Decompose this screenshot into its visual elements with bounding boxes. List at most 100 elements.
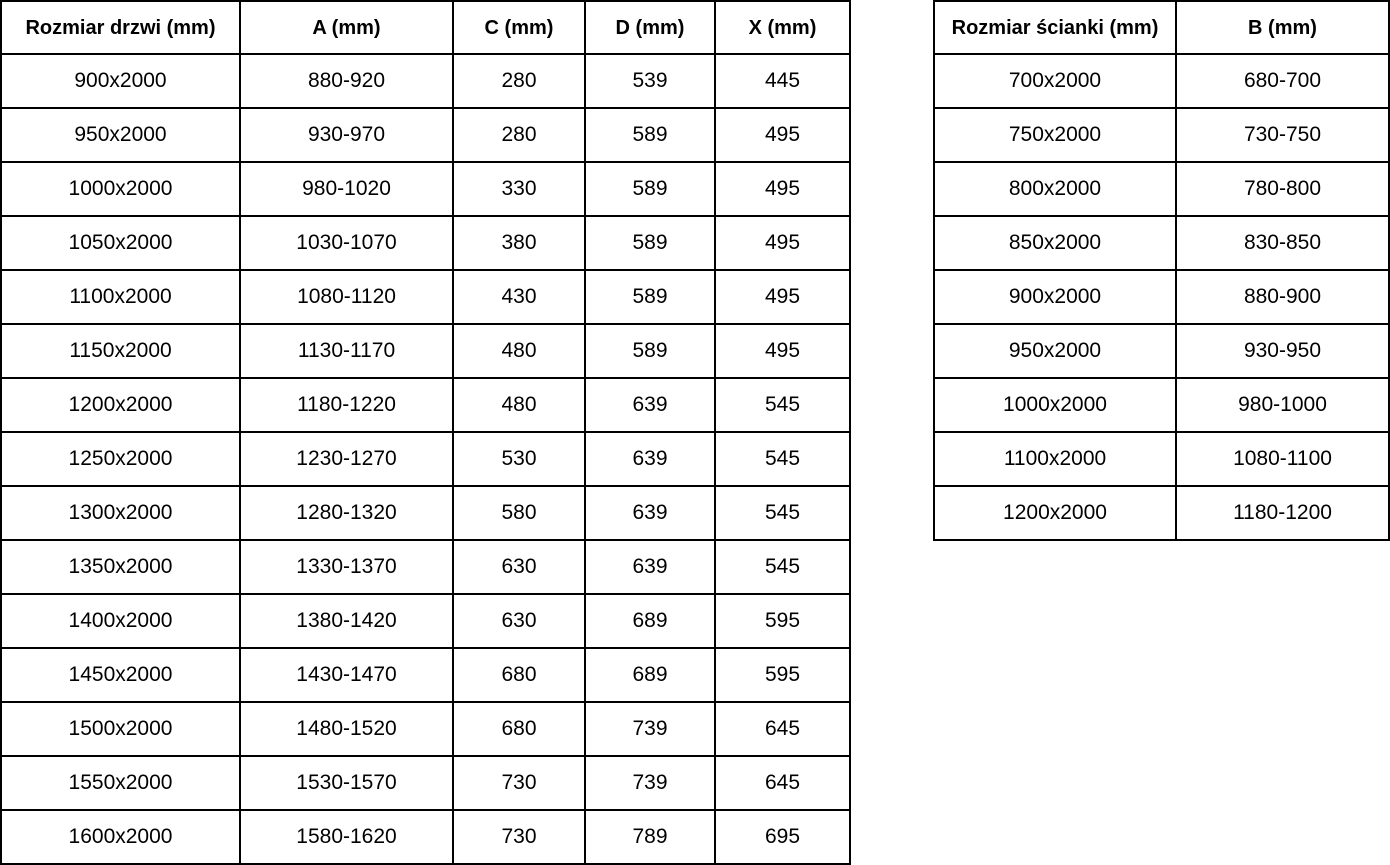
cell-wall-size: 950x2000 [933, 323, 1177, 379]
cell-x: 495 [714, 107, 851, 163]
cell-d: 589 [584, 269, 716, 325]
cell-c: 530 [452, 431, 586, 487]
cell-door-size: 1100x2000 [0, 269, 241, 325]
table-row: 700x2000 680-700 [933, 53, 1390, 109]
cell-wall-size: 850x2000 [933, 215, 1177, 271]
cell-a: 1230-1270 [239, 431, 454, 487]
cell-door-size: 950x2000 [0, 107, 241, 163]
cell-c: 380 [452, 215, 586, 271]
cell-a: 1030-1070 [239, 215, 454, 271]
cell-c: 280 [452, 53, 586, 109]
cell-x: 545 [714, 539, 851, 595]
cell-x: 495 [714, 269, 851, 325]
cell-x: 545 [714, 431, 851, 487]
table-row: 1250x2000 1230-1270 530 639 545 [0, 431, 851, 487]
table-row: 1600x2000 1580-1620 730 789 695 [0, 809, 851, 865]
cell-x: 495 [714, 323, 851, 379]
door-table-body: 900x2000 880-920 280 539 445 950x2000 930-970 2… [0, 53, 851, 865]
cell-c: 330 [452, 161, 586, 217]
cell-d: 539 [584, 53, 716, 109]
cell-d: 739 [584, 755, 716, 811]
cell-a: 880-920 [239, 53, 454, 109]
cell-a: 930-970 [239, 107, 454, 163]
cell-x: 545 [714, 485, 851, 541]
cell-x: 545 [714, 377, 851, 433]
cell-d: 689 [584, 647, 716, 703]
table-row: 950x2000 930-970 280 589 495 [0, 107, 851, 163]
cell-d: 789 [584, 809, 716, 865]
cell-x: 645 [714, 701, 851, 757]
cell-wall-size: 1100x2000 [933, 431, 1177, 487]
cell-wall-size: 900x2000 [933, 269, 1177, 325]
cell-a: 1530-1570 [239, 755, 454, 811]
cell-b: 780-800 [1175, 161, 1390, 217]
table-row: 1200x2000 1180-1200 [933, 485, 1390, 541]
table-row: 1150x2000 1130-1170 480 589 495 [0, 323, 851, 379]
cell-d: 739 [584, 701, 716, 757]
table-row: 750x2000 730-750 [933, 107, 1390, 163]
table-row: 1300x2000 1280-1320 580 639 545 [0, 485, 851, 541]
cell-wall-size: 1000x2000 [933, 377, 1177, 433]
cell-door-size: 900x2000 [0, 53, 241, 109]
cell-wall-size: 750x2000 [933, 107, 1177, 163]
column-header-b: B (mm) [1175, 0, 1390, 55]
cell-b: 930-950 [1175, 323, 1390, 379]
cell-x: 495 [714, 215, 851, 271]
cell-door-size: 1600x2000 [0, 809, 241, 865]
door-table-header: Rozmiar drzwi (mm) A (mm) C (mm) D (mm) … [0, 0, 851, 55]
cell-door-size: 1300x2000 [0, 485, 241, 541]
cell-d: 589 [584, 323, 716, 379]
cell-a: 1480-1520 [239, 701, 454, 757]
table-row: 1100x2000 1080-1120 430 589 495 [0, 269, 851, 325]
table-row: 1450x2000 1430-1470 680 689 595 [0, 647, 851, 703]
wall-table-header: Rozmiar ścianki (mm) B (mm) [933, 0, 1390, 55]
table-row: 1200x2000 1180-1220 480 639 545 [0, 377, 851, 433]
cell-d: 639 [584, 539, 716, 595]
cell-door-size: 1000x2000 [0, 161, 241, 217]
cell-wall-size: 800x2000 [933, 161, 1177, 217]
cell-door-size: 1250x2000 [0, 431, 241, 487]
cell-door-size: 1500x2000 [0, 701, 241, 757]
table-row: 950x2000 930-950 [933, 323, 1390, 379]
cell-x: 595 [714, 647, 851, 703]
cell-c: 730 [452, 755, 586, 811]
cell-a: 1280-1320 [239, 485, 454, 541]
cell-d: 589 [584, 107, 716, 163]
cell-b: 980-1000 [1175, 377, 1390, 433]
table-row: 1550x2000 1530-1570 730 739 645 [0, 755, 851, 811]
table-row: 850x2000 830-850 [933, 215, 1390, 271]
cell-d: 639 [584, 431, 716, 487]
cell-door-size: 1550x2000 [0, 755, 241, 811]
cell-a: 1080-1120 [239, 269, 454, 325]
cell-c: 730 [452, 809, 586, 865]
cell-c: 630 [452, 539, 586, 595]
table-row: 1000x2000 980-1000 [933, 377, 1390, 433]
column-header-a: A (mm) [239, 0, 454, 55]
table-row: 1100x2000 1080-1100 [933, 431, 1390, 487]
cell-d: 639 [584, 377, 716, 433]
cell-d: 639 [584, 485, 716, 541]
cell-door-size: 1200x2000 [0, 377, 241, 433]
table-row: 800x2000 780-800 [933, 161, 1390, 217]
column-header-door-size: Rozmiar drzwi (mm) [0, 0, 241, 55]
cell-c: 680 [452, 647, 586, 703]
cell-c: 480 [452, 377, 586, 433]
cell-c: 480 [452, 323, 586, 379]
cell-door-size: 1400x2000 [0, 593, 241, 649]
column-header-d: D (mm) [584, 0, 716, 55]
cell-x: 645 [714, 755, 851, 811]
cell-c: 580 [452, 485, 586, 541]
table-row: 1050x2000 1030-1070 380 589 495 [0, 215, 851, 271]
table-header-row: Rozmiar ścianki (mm) B (mm) [933, 0, 1390, 55]
cell-wall-size: 1200x2000 [933, 485, 1177, 541]
cell-wall-size: 700x2000 [933, 53, 1177, 109]
cell-door-size: 1050x2000 [0, 215, 241, 271]
cell-d: 589 [584, 161, 716, 217]
table-row: 1350x2000 1330-1370 630 639 545 [0, 539, 851, 595]
column-header-wall-size: Rozmiar ścianki (mm) [933, 0, 1177, 55]
cell-b: 880-900 [1175, 269, 1390, 325]
cell-door-size: 1150x2000 [0, 323, 241, 379]
cell-x: 495 [714, 161, 851, 217]
wall-size-table: Rozmiar ścianki (mm) B (mm) 700x2000 680-… [933, 0, 1390, 541]
